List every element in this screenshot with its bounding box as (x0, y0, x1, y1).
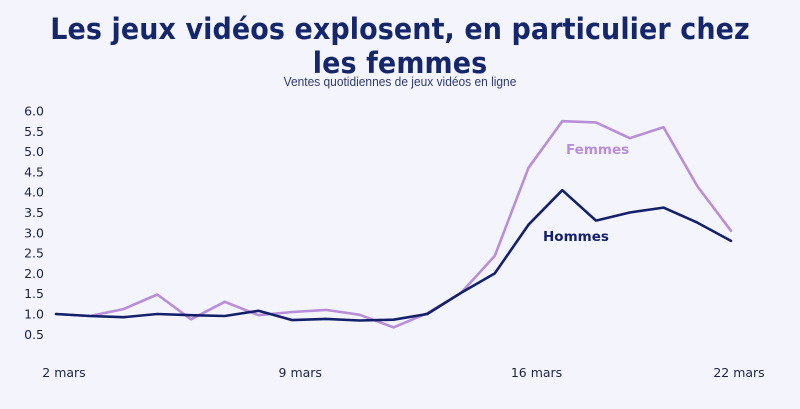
y-tick-label: 5.0 (24, 144, 44, 159)
x-tick-label: 16 mars (511, 365, 562, 380)
y-axis: 0.5 1.0 1.5 2.0 2.5 3.0 3.5 4.0 4.5 5.0 5.5 6.0 (24, 104, 44, 342)
x-axis: 2 mars 9 mars 16 mars 22 mars (42, 365, 764, 380)
y-tick-label: 1.0 (24, 307, 44, 322)
x-tick-label: 2 mars (42, 365, 85, 380)
y-tick-label: 3.0 (24, 225, 44, 240)
y-tick-label: 2.0 (24, 266, 44, 281)
y-tick-label: 0.5 (24, 327, 44, 342)
y-tick-label: 5.5 (24, 124, 44, 139)
y-tick-label: 3.5 (24, 205, 44, 220)
y-tick-label: 1.5 (24, 286, 44, 301)
x-tick-label: 22 mars (713, 365, 764, 380)
series-line-hommes (54, 188, 733, 322)
x-tick-label: 9 mars (279, 365, 322, 380)
series-label-femmes: Femmes (566, 142, 629, 158)
chart-subtitle: Ventes quotidiennes de jeux vidéos en li… (283, 74, 517, 89)
series-line-femmes (54, 119, 733, 329)
y-tick-label: 2.5 (24, 246, 44, 261)
chart-title: Les jeux vidéos explosent, en particulie… (50, 12, 750, 80)
y-tick-label: 4.5 (24, 164, 44, 179)
y-tick-label: 4.0 (24, 185, 44, 200)
series-label-hommes: Hommes (543, 229, 609, 245)
y-tick-label: 6.0 (24, 104, 44, 119)
